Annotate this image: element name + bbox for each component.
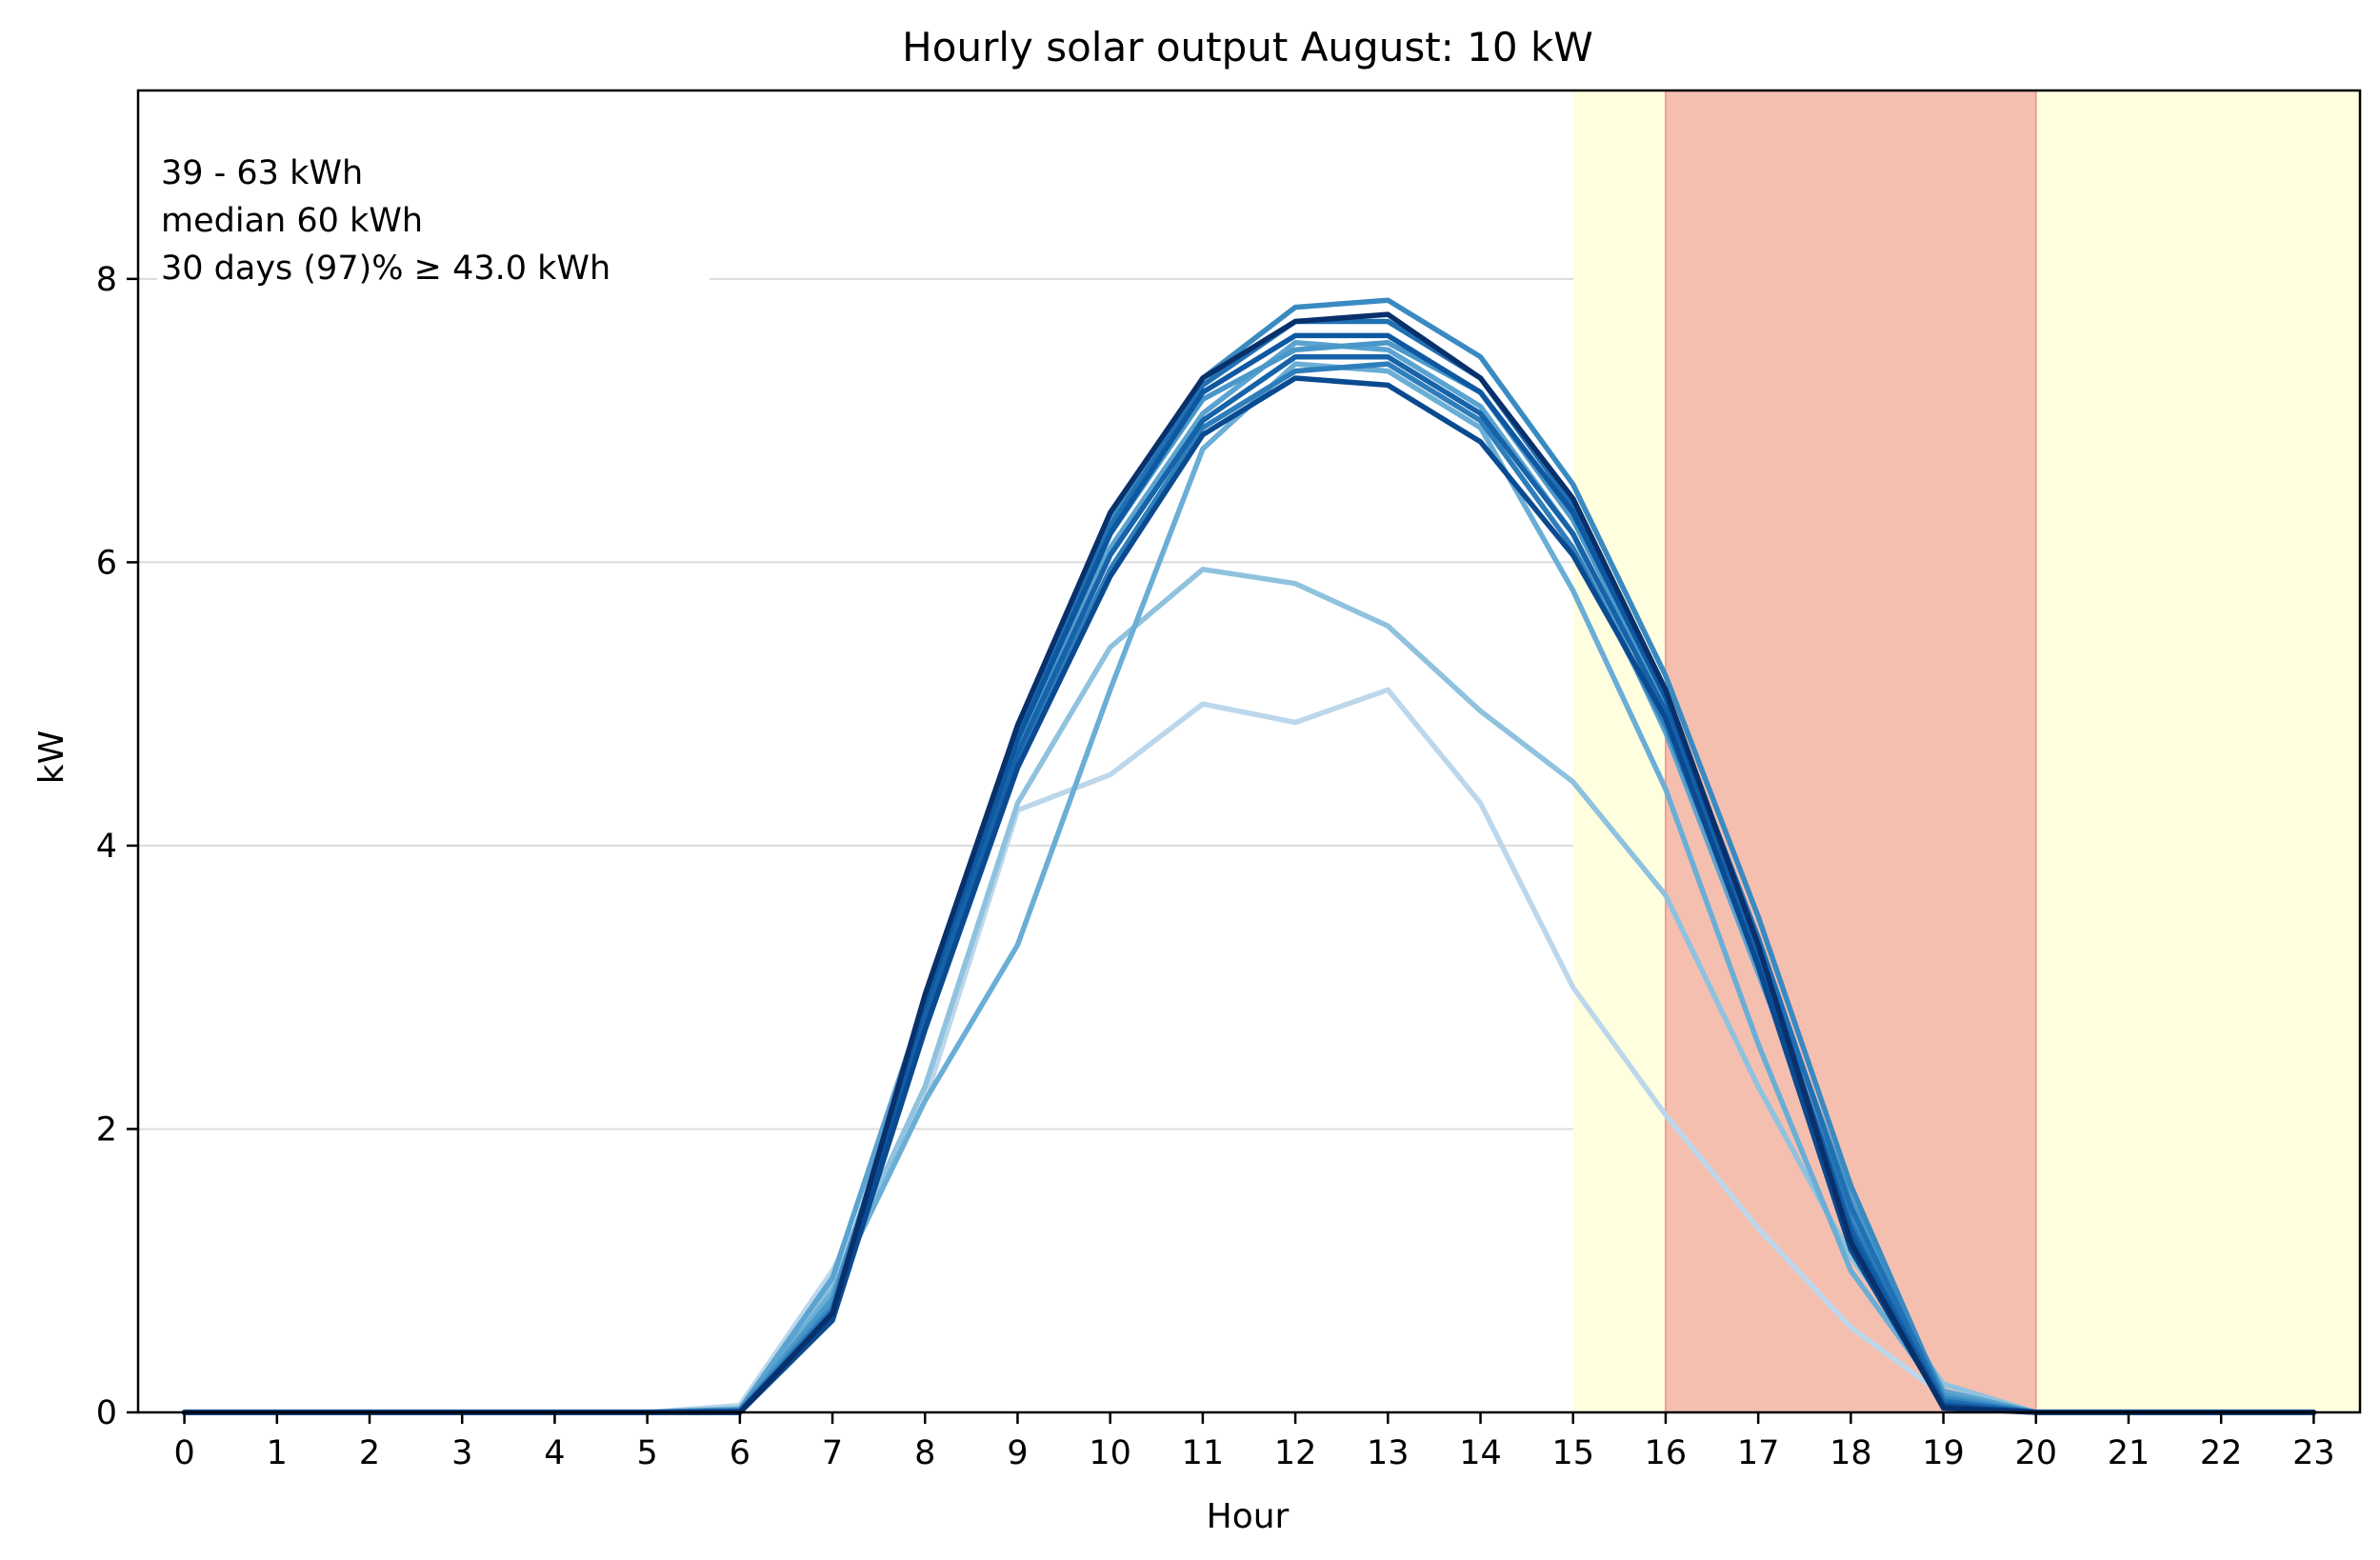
- shaded-regions: [1572, 90, 2360, 1412]
- plot-frame: [136, 89, 2362, 1414]
- x-tick-label-22: 22: [2200, 1434, 2243, 1472]
- y-tick-label-2: 2: [96, 1110, 117, 1149]
- x-tick-label-21: 21: [2108, 1434, 2150, 1472]
- annotation-background: [157, 145, 710, 288]
- x-tick-label-11: 11: [1182, 1434, 1225, 1472]
- x-tick-label-10: 10: [1089, 1434, 1131, 1472]
- x-tick-label-13: 13: [1367, 1434, 1410, 1472]
- x-tick-label-5: 5: [637, 1434, 658, 1472]
- y-tick-label-8: 8: [96, 261, 117, 299]
- y-tick-label-4: 4: [96, 828, 117, 866]
- x-tick-label-12: 12: [1274, 1434, 1317, 1472]
- x-tick-label-3: 3: [451, 1434, 472, 1472]
- x-tick-label-4: 4: [544, 1434, 565, 1472]
- x-tick-label-18: 18: [1830, 1434, 1872, 1472]
- y-axis-label: kW: [32, 730, 71, 784]
- annotation-range: 39 - 63 kWh: [161, 154, 363, 192]
- x-axis-label: Hour: [1207, 1497, 1290, 1536]
- axes: 0 1 2 3 4 5 6 7 8 9 10 11 12 13 14 15 16 17 18 19 20 21 22 2302…: [96, 89, 2362, 1472]
- x-tick-label-9: 9: [1007, 1434, 1028, 1472]
- x-tick-label-7: 7: [822, 1434, 843, 1472]
- x-tick-label-16: 16: [1645, 1434, 1688, 1472]
- annotation-days: 30 days (97)% ≥ 43.0 kWh: [161, 250, 610, 288]
- x-tick-label-17: 17: [1737, 1434, 1780, 1472]
- annotation-median: median 60 kWh: [161, 202, 423, 240]
- x-tick-label-23: 23: [2292, 1434, 2335, 1472]
- x-tick-label-8: 8: [914, 1434, 935, 1472]
- x-tick-label-1: 1: [267, 1434, 288, 1472]
- x-tick-label-14: 14: [1459, 1434, 1502, 1472]
- y-tick-label-6: 6: [96, 544, 117, 582]
- x-tick-label-6: 6: [730, 1434, 750, 1472]
- x-tick-label-0: 0: [173, 1434, 194, 1472]
- gridlines: [138, 277, 1573, 1130]
- x-tick-label-20: 20: [2014, 1434, 2057, 1472]
- chart-title: Hourly solar output August: 10 kW: [902, 24, 1593, 70]
- annotations: 39 - 63 kWh median 60 kWh 30 days (97)% …: [157, 145, 710, 288]
- x-tick-label-15: 15: [1551, 1434, 1594, 1472]
- y-tick-label-0: 0: [96, 1394, 117, 1432]
- x-tick-label-2: 2: [359, 1434, 380, 1472]
- x-tick-label-19: 19: [1922, 1434, 1965, 1472]
